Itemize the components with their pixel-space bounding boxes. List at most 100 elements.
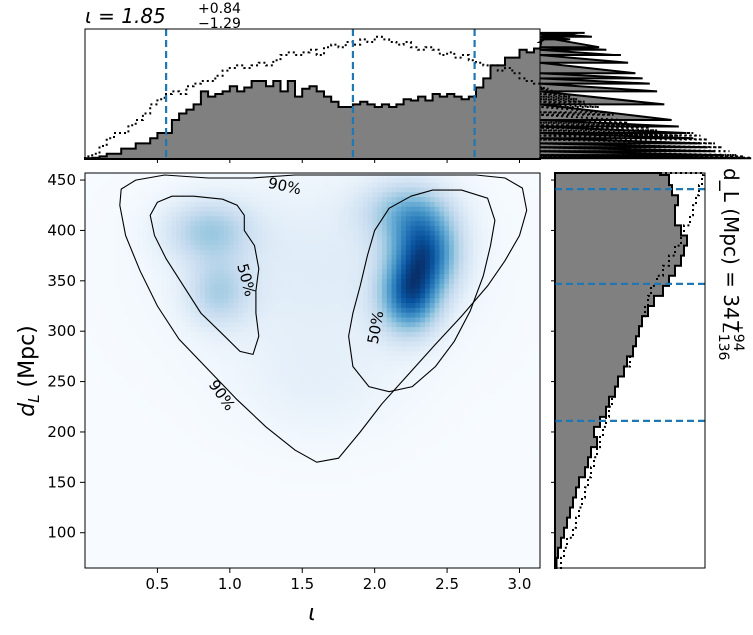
heatmap-cell: [496, 245, 503, 251]
heatmap-cell: [377, 211, 383, 217]
heatmap-cell: [425, 404, 431, 410]
heatmap-cell: [94, 250, 100, 256]
heatmap-cell: [511, 380, 517, 386]
heatmap-cell: [108, 341, 115, 348]
heatmap-cell: [156, 409, 163, 415]
heatmap-cell: [305, 225, 311, 232]
heatmap-cell: [104, 365, 110, 372]
heatmap-cell: [118, 336, 124, 343]
heatmap-cell: [128, 221, 134, 227]
heatmap-cell: [276, 225, 282, 232]
heatmap-cell: [108, 327, 115, 333]
heatmap-cell: [386, 177, 393, 184]
heatmap-cell: [401, 293, 407, 299]
heatmap-cell: [353, 303, 359, 309]
heatmap-cell: [492, 250, 498, 256]
heatmap-cell: [209, 394, 215, 401]
heatmap-cell: [305, 298, 311, 304]
heatmap-cell: [199, 418, 206, 425]
heatmap-cell: [223, 356, 230, 362]
heatmap-cell: [247, 394, 254, 401]
heatmap-cell: [496, 221, 503, 227]
heatmap-cell: [434, 322, 441, 328]
heatmap-cell: [223, 322, 230, 328]
heatmap-cell: [492, 394, 498, 401]
heatmap-cell: [472, 375, 479, 381]
heatmap-cell: [152, 201, 158, 208]
heatmap-cell: [463, 404, 469, 410]
heatmap-cell: [386, 303, 393, 309]
heatmap-cell: [415, 182, 421, 189]
heatmap-cell: [458, 394, 464, 401]
heatmap-cell: [137, 303, 144, 309]
heatmap-cell: [482, 187, 488, 193]
heatmap-cell: [300, 351, 306, 357]
heatmap-cell: [199, 288, 206, 295]
heatmap-cell: [113, 225, 120, 232]
heatmap-cell: [247, 182, 254, 189]
heatmap-cell: [199, 365, 206, 372]
heatmap-cell: [362, 331, 369, 338]
heatmap-cell: [243, 365, 249, 372]
heatmap-cell: [128, 327, 134, 333]
heatmap-cell: [204, 404, 211, 410]
heatmap-cell: [137, 259, 144, 266]
heatmap-cell: [319, 278, 326, 285]
heatmap-cell: [425, 274, 431, 280]
heatmap-cell: [161, 201, 168, 208]
heatmap-cell: [372, 192, 378, 198]
heatmap-cell: [195, 298, 201, 304]
heatmap-cell: [377, 384, 383, 391]
heatmap-cell: [152, 230, 158, 237]
heatmap-cell: [257, 235, 263, 242]
heatmap-cell: [214, 331, 220, 338]
heatmap-cell: [252, 197, 259, 203]
heatmap-cell: [516, 307, 522, 314]
heatmap-cell: [161, 418, 168, 425]
heatmap-cell: [372, 245, 378, 251]
heatmap-cell: [223, 278, 230, 285]
heatmap-cell: [367, 197, 373, 203]
heatmap-cell: [204, 283, 211, 290]
heatmap-cell: [535, 404, 541, 410]
heatmap-cell: [214, 264, 220, 270]
heatmap-cell: [267, 423, 273, 429]
heatmap-cell: [89, 298, 96, 304]
heatmap-cell: [223, 404, 230, 410]
heatmap-cell: [271, 384, 278, 391]
heatmap-cell: [444, 317, 450, 323]
heatmap-cell: [444, 269, 450, 275]
heatmap-cell: [94, 269, 100, 275]
heatmap-cell: [262, 322, 268, 328]
heatmap-cell: [401, 288, 407, 295]
heatmap-cell: [199, 298, 206, 304]
heatmap-cell: [410, 356, 417, 362]
heatmap-cell: [295, 201, 302, 208]
heatmap-cell: [506, 201, 512, 208]
heatmap-cell: [199, 259, 206, 266]
heatmap-cell: [195, 173, 201, 179]
heatmap-cell: [492, 206, 498, 213]
heatmap-cell: [233, 264, 239, 270]
heatmap-cell: [386, 327, 393, 333]
heatmap-cell: [142, 293, 148, 299]
heatmap-cell: [214, 370, 220, 376]
heatmap-cell: [535, 298, 541, 304]
heatmap-cell: [276, 254, 282, 261]
heatmap-cell: [276, 201, 282, 208]
heatmap-cell: [530, 312, 536, 319]
heatmap-cell: [396, 346, 402, 352]
heatmap-cell: [381, 365, 388, 372]
heatmap-cell: [429, 259, 436, 266]
heatmap-cell: [463, 235, 469, 242]
heatmap-cell: [367, 206, 373, 213]
heatmap-cell: [496, 413, 503, 420]
heatmap-cell: [511, 274, 517, 280]
heatmap-cell: [425, 293, 431, 299]
heatmap-cell: [453, 201, 460, 208]
heatmap-cell: [405, 312, 412, 319]
heatmap-cell: [295, 288, 302, 295]
heatmap-cell: [214, 423, 220, 429]
heatmap-cell: [415, 240, 421, 246]
heatmap-cell: [381, 346, 388, 352]
